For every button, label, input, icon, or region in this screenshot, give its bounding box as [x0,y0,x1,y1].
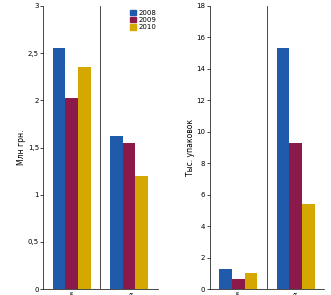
Y-axis label: Млн грн.: Млн грн. [17,130,26,165]
Bar [302,204,315,289]
Bar [135,176,148,289]
Bar [53,48,66,289]
Y-axis label: Тыс. упаковок: Тыс. упаковок [186,119,195,176]
Bar [277,48,289,289]
Bar [66,99,78,289]
Bar [289,143,302,289]
Bar [245,273,257,289]
Bar [78,67,91,289]
Bar [232,279,245,289]
Bar [219,269,232,289]
Legend: 2008, 2009, 2010: 2008, 2009, 2010 [130,9,157,31]
Bar [110,136,123,289]
Bar [123,143,135,289]
